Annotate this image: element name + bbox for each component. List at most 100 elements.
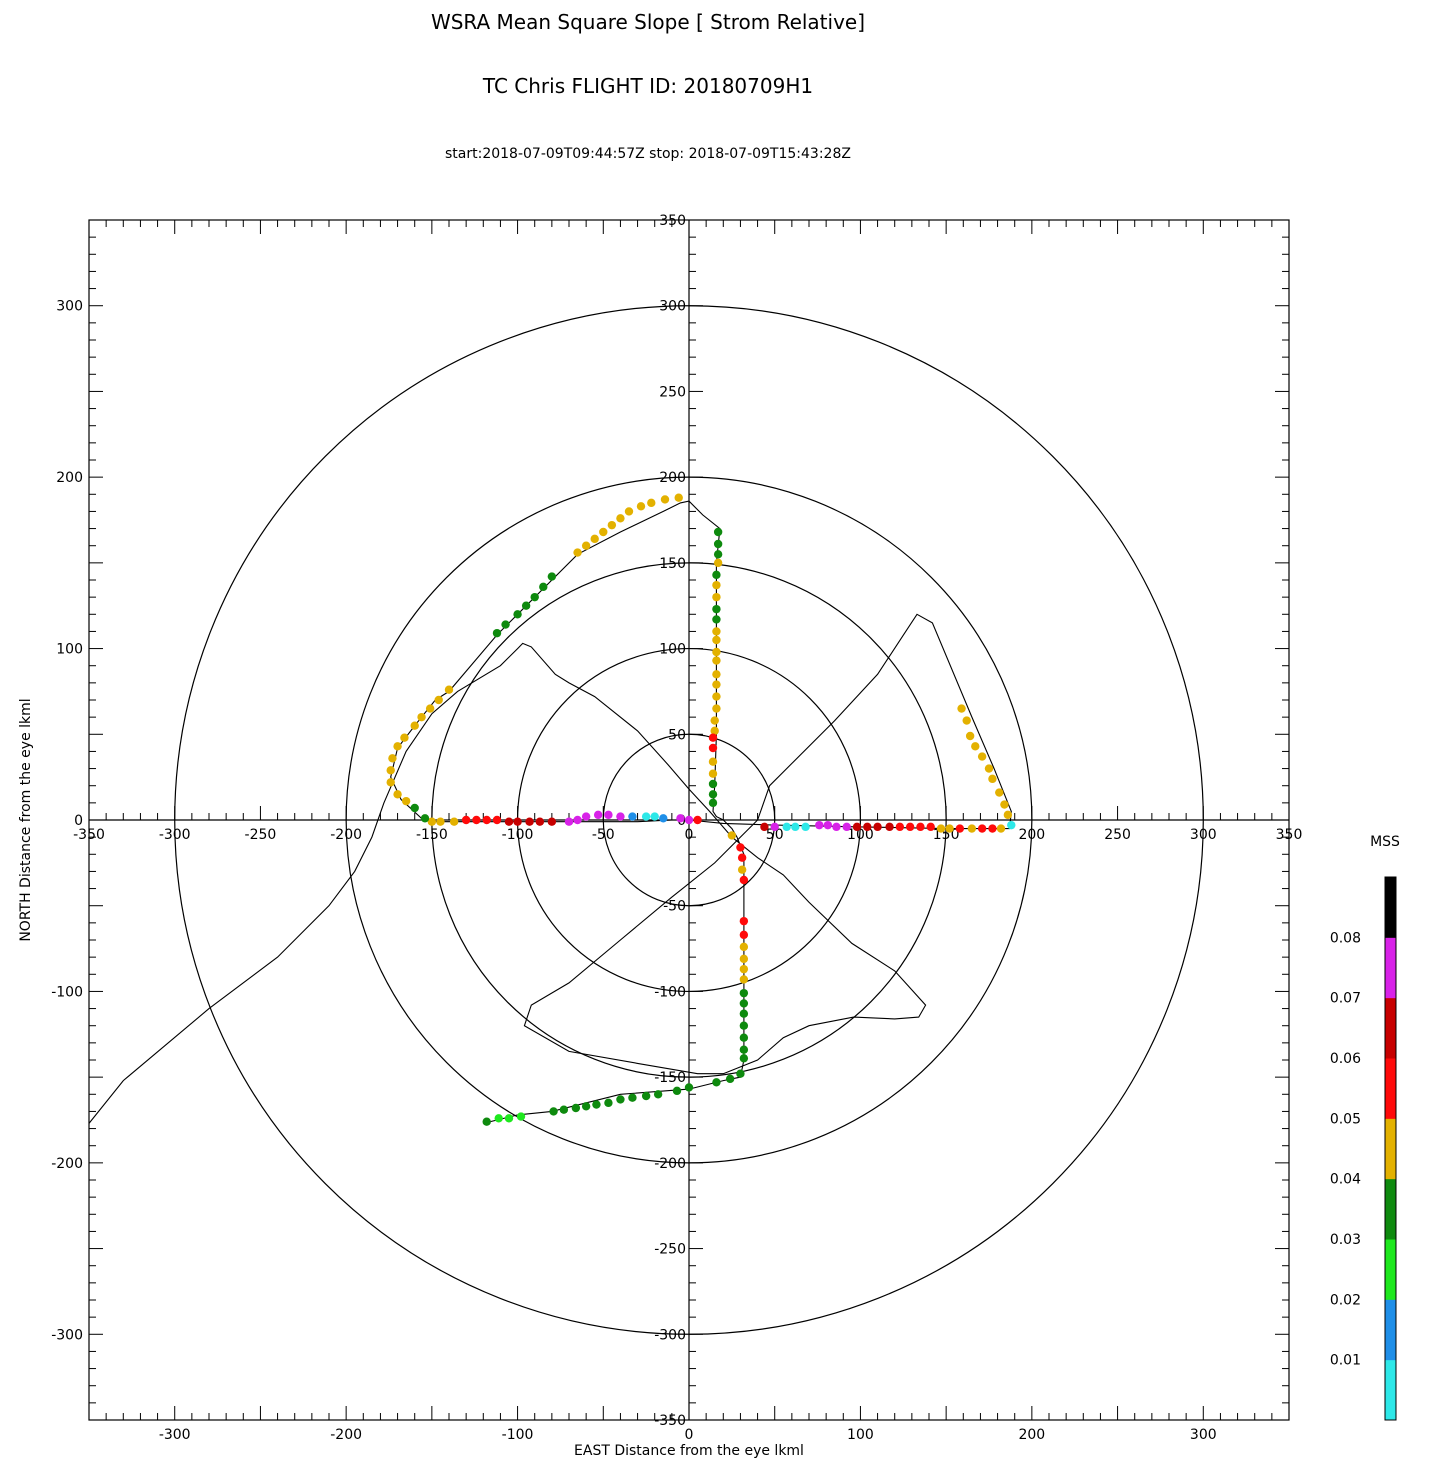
mss-point [659,814,668,823]
mss-point [581,812,591,821]
mss-point [616,514,625,523]
mss-point [736,843,745,852]
mss-point [628,1093,637,1102]
mss-point [712,570,721,580]
mss-point [590,534,599,544]
mss-point [988,774,997,784]
mss-point [492,628,502,638]
colorbar-tick-label: 0.02 [1330,1292,1361,1308]
mss-point [494,1114,503,1123]
mss-point [971,742,980,751]
center-x-tick-label: 200 [1018,827,1045,843]
mss-point [936,824,946,833]
chart-subtitle: TC Chris FLIGHT ID: 20180709H1 [482,74,813,98]
mss-point [945,824,954,833]
mss-point [674,493,683,502]
mss-point [739,1045,749,1054]
mss-point [712,635,721,645]
mss-point [873,822,882,832]
mss-point [770,822,779,832]
mss-point [984,764,994,773]
mss-point [962,716,971,725]
mss-point [647,498,656,508]
center-y-tick-label: -100 [654,984,686,1000]
mss-point [410,721,419,730]
colorbar-band [1385,937,1396,999]
y-axis-label: NORTH Distance from the eye lkml [18,698,34,941]
center-y-tick-label: -200 [654,1156,686,1172]
center-x-tick-label: 250 [1104,827,1131,843]
colorbar-band [1385,1118,1396,1180]
mss-point [573,815,582,825]
mss-point [482,815,491,825]
mss-point [539,582,548,592]
mss-point [708,757,718,766]
mss-point [736,1069,745,1078]
mss-point [547,817,557,826]
center-y-tick-label: 250 [659,384,686,400]
colorbar-tick-label: 0.06 [1330,1051,1361,1067]
colorbar-tick-label: 0.01 [1330,1353,1361,1369]
center-y-tick-label: 50 [668,727,686,743]
mss-point [388,754,397,763]
mss-point [636,502,646,511]
center-y-tick-label: -300 [654,1327,686,1343]
mss-point [739,1054,749,1063]
mss-point [895,822,905,832]
y-tick-label: 100 [56,642,83,658]
mss-point [739,975,749,984]
colorbar-tick-label: 0.07 [1330,991,1361,1007]
center-x-tick-label: -50 [592,827,615,843]
mss-point [400,733,409,742]
mss-point [492,815,502,825]
mss-point [739,964,749,974]
center-x-tick-label: 300 [1190,827,1217,843]
colorbar-tick-label: 0.08 [1330,930,1361,946]
mss-point [393,742,402,751]
mss-point [592,1100,601,1109]
x-tick-label: -100 [502,1427,534,1443]
mss-point [712,604,721,614]
mss-point [832,822,841,832]
mss-point [712,615,721,624]
colorbar: 0.01 0.02 0.03 0.04 0.05 0.06 0.07 0.08 [1330,876,1397,1421]
center-y-tick-label: 300 [659,299,686,315]
mss-point [420,814,430,823]
mss-point [604,810,613,820]
mss-point [535,817,545,826]
mss-point [710,726,719,736]
center-x-tick-label: -100 [502,827,534,843]
mss-point [525,817,534,826]
colorbar-band [1385,1299,1396,1361]
mss-point [624,507,634,516]
mss-point [684,815,694,825]
y-tick-label: 0 [74,813,83,829]
mss-point [801,822,810,832]
mss-point [684,1083,694,1092]
mss-point [708,743,718,753]
mss-point [737,853,747,862]
mss-point [1000,800,1009,809]
y-tick-label: -100 [51,984,83,1000]
y-tick-label: -300 [51,1327,83,1343]
mss-point [401,796,411,806]
x-tick-label: 300 [1190,1427,1217,1443]
mss-point [564,817,574,826]
mss-point [516,1112,526,1121]
mss-point [791,822,800,832]
colorbar-band [1385,1178,1396,1240]
mss-point [571,1103,581,1113]
mss-point [650,812,659,821]
mss-point [549,1107,558,1116]
mss-point [842,822,851,832]
mss-point [425,704,435,713]
colorbar-band [1385,997,1396,1059]
mss-point [708,733,718,742]
colorbar-tick-label: 0.03 [1330,1232,1361,1248]
mss-point [957,704,966,713]
mss-point [712,627,721,636]
center-y-tick-label: -50 [663,899,686,915]
center-y-tick-label: -250 [654,1242,686,1258]
mss-point [708,779,718,789]
center-y-tick-label: 350 [659,213,686,229]
